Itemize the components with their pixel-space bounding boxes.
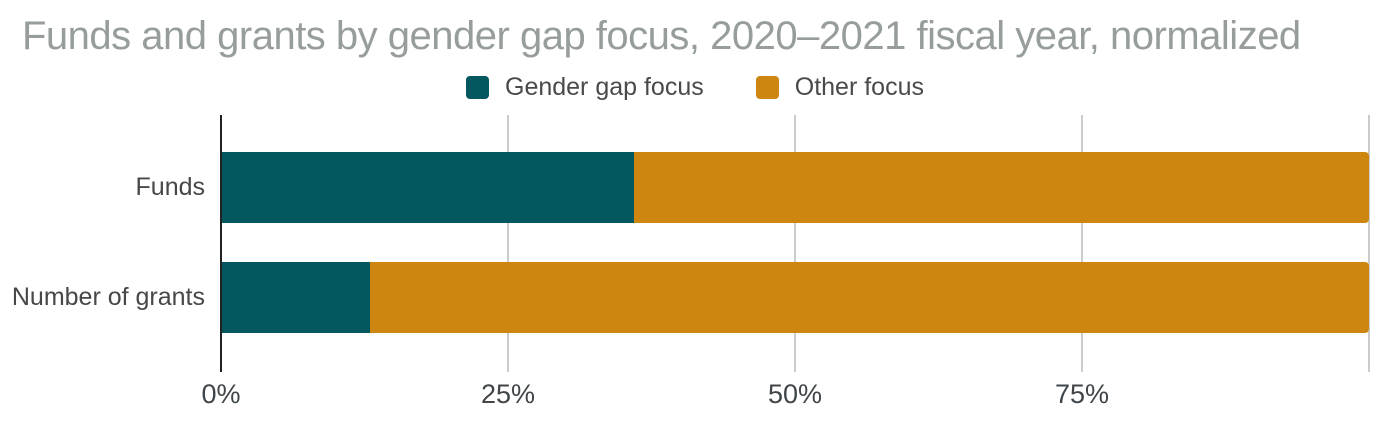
x-tick-label-0: 0% — [201, 379, 241, 409]
legend-item-other-focus[interactable]: Other focus — [755, 72, 924, 102]
bar-row-number-of-grants — [221, 262, 1369, 333]
bar-segment-funds-other-focus[interactable] — [634, 152, 1369, 223]
bar-segment-funds-gender-gap-focus[interactable] — [221, 152, 635, 223]
legend-label-other-focus: Other focus — [794, 72, 924, 101]
x-tick-label-25: 25% — [480, 379, 536, 409]
bar-segment-number-of-grants-other-focus[interactable] — [370, 262, 1369, 333]
legend: Gender gap focus Other focus — [0, 72, 1390, 102]
gridline-25-pct — [507, 115, 509, 372]
bar-row-funds — [221, 152, 1369, 223]
legend-swatch-gender-gap-focus-icon — [466, 75, 489, 99]
y-axis-line — [220, 115, 222, 372]
chart-title: Funds and grants by gender gap focus, 20… — [22, 14, 1301, 58]
gridlines — [220, 115, 1370, 372]
bar-segment-number-of-grants-gender-gap-focus[interactable] — [221, 262, 371, 333]
legend-label-gender-gap-focus: Gender gap focus — [505, 72, 704, 101]
category-label-funds: Funds — [135, 173, 205, 201]
gridline-75-pct — [1081, 115, 1083, 372]
x-tick-label-50: 50% — [767, 379, 823, 409]
x-tick-label-75: 75% — [1054, 379, 1110, 409]
category-label-number-of-grants: Number of grants — [11, 283, 205, 311]
plot-area — [220, 115, 1370, 372]
legend-item-gender-gap-focus[interactable]: Gender gap focus — [466, 73, 704, 102]
x-axis-tick-labels: 0% 25% 50% 75% — [201, 379, 1369, 413]
gridline-100-pct — [1368, 115, 1370, 372]
gridline-50-pct — [794, 115, 796, 372]
legend-swatch-other-focus-icon — [755, 75, 779, 99]
